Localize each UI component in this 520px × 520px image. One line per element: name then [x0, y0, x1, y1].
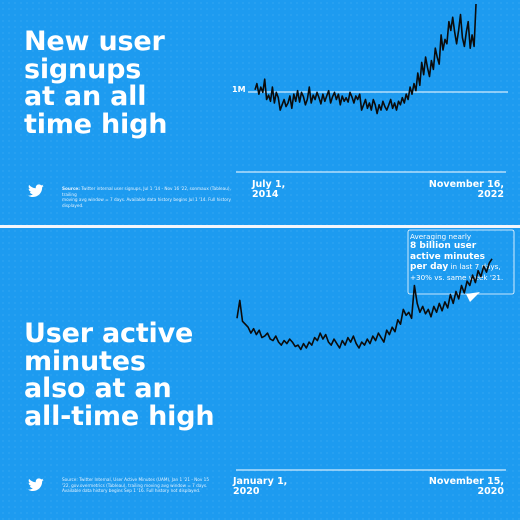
x-end-line: 2020	[477, 485, 504, 497]
headline-line: minutes	[24, 345, 146, 377]
callout-line: +30% vs. same week '21.	[410, 272, 504, 282]
active-minutes-headline: User active minutes also at an all-time …	[24, 320, 244, 430]
source-text: sonmaux (Tableau), trailing	[62, 186, 231, 197]
source-text: moving avg window = 7 days. Available da…	[62, 197, 231, 209]
headline-line: User active	[24, 318, 194, 349]
signups-headline: New user signups at an all time high	[24, 28, 234, 138]
active-minutes-panel	[0, 228, 520, 520]
x-end-label: November 15, 2020	[420, 477, 504, 497]
x-start-line: 2020	[233, 485, 260, 497]
callout-box	[407, 229, 515, 295]
source-text: Available data history begins Sep 1 '16.…	[62, 488, 201, 494]
source-text: Source: Twitter Internal, User Active Mi…	[62, 477, 210, 482]
callout-highlight: active minutes	[410, 251, 485, 262]
x-end-line: 2022	[477, 188, 504, 200]
active-minutes-source: Source: Twitter Internal, User Active Mi…	[62, 477, 227, 494]
headline-line: all-time high	[24, 400, 215, 432]
headline-line: at an all	[24, 81, 147, 113]
callout-line: in last 7 days,	[448, 262, 501, 272]
x-start-label: January 1, 2020	[233, 477, 287, 497]
x-end-line: November 15,	[428, 476, 504, 487]
signups-panel	[0, 0, 520, 226]
callout-line: Averaging nearly	[410, 232, 472, 241]
callout-pointer	[466, 292, 480, 302]
x-end-line: November 16,	[428, 179, 504, 190]
twitter-bird-icon	[28, 478, 44, 491]
x-end-label: November 16, 2022	[420, 180, 504, 200]
x-start-line: 2014	[252, 188, 279, 200]
signups-source: Source: Twitter internal user signups, J…	[62, 186, 237, 209]
panel-divider	[0, 225, 520, 229]
signups-series-line	[254, 3, 477, 115]
source-text: '22, gov.overmetrics (Tableau), trailing…	[62, 482, 208, 488]
twitter-bird-icon	[28, 184, 44, 197]
active-minutes-series-line	[236, 258, 493, 351]
headline-line: time high	[24, 108, 168, 140]
headline-line: signups	[24, 53, 142, 85]
callout-highlight: per day	[410, 262, 449, 273]
callout-annotation: Averaging nearly 8 billion user active m…	[410, 232, 514, 292]
y-reference-label: 1M	[232, 85, 246, 94]
headline-line: also at an	[24, 373, 172, 405]
source-text: Twitter internal user signups, Jul 1 '14…	[79, 186, 190, 191]
callout-highlight: 8 billion user	[410, 241, 477, 251]
headline-line: New user	[24, 26, 165, 57]
source-label: Source:	[62, 186, 80, 191]
x-start-label: July 1, 2014	[252, 180, 285, 200]
x-start-line: July 1,	[252, 179, 286, 190]
x-start-line: January 1,	[233, 476, 288, 487]
